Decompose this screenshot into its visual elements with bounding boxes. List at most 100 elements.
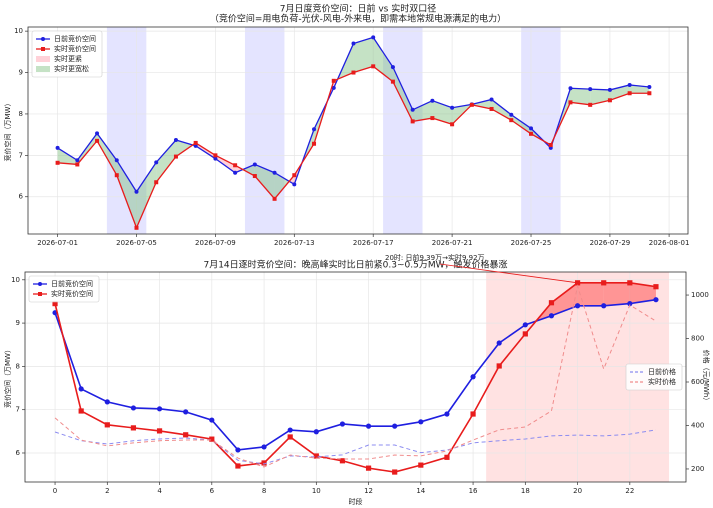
marker xyxy=(287,427,293,433)
marker xyxy=(351,41,356,46)
x-tick-label: 14 xyxy=(416,487,425,495)
fill-between xyxy=(412,100,433,122)
y-axis-label: 竞价空间（万MW） xyxy=(3,346,12,408)
x-tick-label: 0 xyxy=(53,487,57,495)
fill-between xyxy=(577,282,604,306)
marker xyxy=(193,140,198,145)
marker xyxy=(489,106,494,111)
marker xyxy=(627,91,632,96)
marker xyxy=(313,453,319,459)
x-tick-label: 2 xyxy=(105,487,109,495)
marker xyxy=(548,313,555,319)
marker xyxy=(522,322,528,328)
fill-between xyxy=(570,88,591,105)
marker xyxy=(130,405,137,411)
chart-title: 7月14日逐时竞价空间：晚高峰实时比日前紧0.3~0.5万MW，触发价格暴涨 xyxy=(203,259,507,271)
y2-tick-label: 400 xyxy=(691,421,704,429)
marker xyxy=(430,116,435,121)
marker xyxy=(252,162,257,167)
legend-patch xyxy=(36,56,50,62)
legend-marker xyxy=(41,47,45,51)
legend-marker xyxy=(38,282,42,286)
x-tick-label: 16 xyxy=(469,487,478,495)
fill-between xyxy=(603,282,630,306)
marker xyxy=(312,127,317,132)
legend-box xyxy=(625,363,683,391)
marker xyxy=(588,102,593,107)
y-tick-label: 8 xyxy=(19,110,23,118)
marker xyxy=(410,119,415,124)
y-axis-label: 竞价空间（万MW） xyxy=(3,100,12,162)
x-tick-label: 10 xyxy=(312,487,321,495)
marker xyxy=(574,303,581,309)
marker xyxy=(313,429,319,435)
y2-tick-label: 1000 xyxy=(691,291,709,299)
marker xyxy=(568,100,573,105)
legend-marker xyxy=(41,37,45,41)
marker xyxy=(418,419,424,425)
marker xyxy=(52,301,58,307)
y2-axis-label: 价格（元/MWh） xyxy=(702,350,711,405)
marker xyxy=(134,189,139,194)
marker xyxy=(568,86,573,91)
marker xyxy=(489,97,494,102)
marker xyxy=(529,126,534,131)
marker xyxy=(55,160,60,165)
x-tick-label: 18 xyxy=(521,487,530,495)
marker xyxy=(470,411,476,417)
marker xyxy=(235,463,241,469)
marker xyxy=(114,158,119,163)
fill-between xyxy=(97,133,117,176)
marker xyxy=(114,173,119,178)
x-tick-label: 8 xyxy=(262,487,266,495)
marker xyxy=(233,163,238,168)
marker xyxy=(601,303,607,309)
marker xyxy=(287,434,293,440)
marker xyxy=(647,91,652,96)
marker xyxy=(392,469,398,475)
series-line xyxy=(54,429,657,465)
marker xyxy=(156,406,163,412)
marker xyxy=(261,444,267,450)
marker xyxy=(173,154,178,159)
marker xyxy=(173,138,178,143)
marker xyxy=(261,460,267,466)
fill-between xyxy=(491,99,512,121)
fill-between xyxy=(215,155,236,173)
marker xyxy=(351,70,356,75)
marker xyxy=(371,35,376,40)
y-tick-label: 6 xyxy=(19,193,24,201)
marker xyxy=(627,82,632,87)
marker xyxy=(104,399,110,405)
marker xyxy=(365,465,372,471)
marker xyxy=(529,131,534,136)
marker xyxy=(371,64,376,69)
annotation-arrow xyxy=(439,263,578,284)
marker xyxy=(156,428,163,434)
y2-tick-label: 800 xyxy=(691,335,704,343)
y-tick-label: 7 xyxy=(19,151,23,159)
legend-label: 实时价格 xyxy=(648,377,676,386)
marker xyxy=(272,196,277,201)
marker xyxy=(365,423,372,429)
marker xyxy=(95,138,100,143)
marker xyxy=(470,374,476,380)
legend-label: 日前竞价空间 xyxy=(54,34,96,43)
fill-between xyxy=(57,147,78,165)
legend-label: 实时更紧 xyxy=(54,54,82,63)
fill-between xyxy=(254,164,275,199)
legend-box xyxy=(28,275,100,303)
legend-patch xyxy=(36,66,50,72)
marker xyxy=(213,156,218,161)
marker xyxy=(209,436,215,442)
marker xyxy=(331,85,336,90)
x-tick-label: 2026-07-25 xyxy=(511,239,552,247)
marker xyxy=(450,105,455,110)
plot-frame xyxy=(24,271,687,483)
marker xyxy=(134,225,139,230)
marker xyxy=(444,454,450,460)
marker xyxy=(252,174,257,179)
marker xyxy=(509,112,514,117)
marker xyxy=(292,173,297,178)
legend-label: 日前竞价空间 xyxy=(51,279,93,288)
